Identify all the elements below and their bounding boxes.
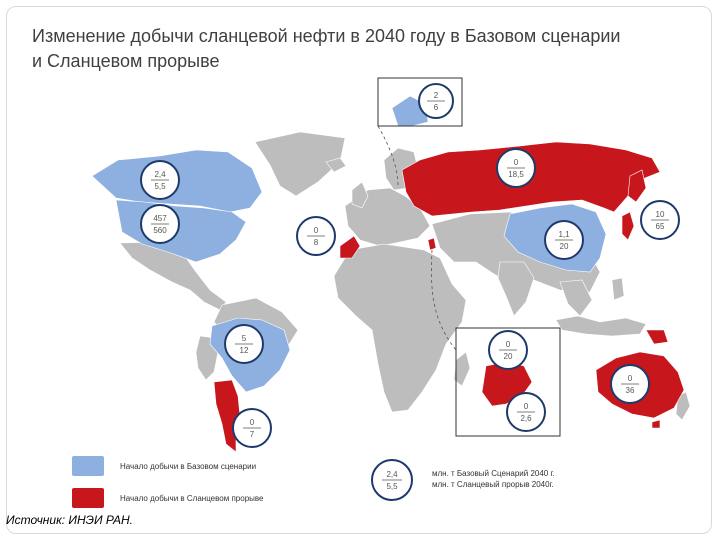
legend-example-bottom: 5,5	[386, 482, 398, 491]
uk	[351, 181, 369, 209]
value-circle-australia: 036	[610, 364, 650, 404]
source-note: Источник: ИНЭИ РАН.	[6, 513, 133, 527]
europe	[344, 187, 431, 247]
value-circle-canada: 2,45,5	[140, 160, 180, 200]
value-breakthrough: 5,5	[154, 182, 166, 191]
value-breakthrough: 560	[153, 226, 167, 235]
value-circle-russia: 018,5	[496, 148, 536, 188]
legend-unit-line-2: млн. т Сланцевый прорыв 2040г.	[432, 480, 554, 489]
value-circle-brazil: 512	[224, 324, 264, 364]
value-circle-south-africa-small: 02,6	[506, 392, 546, 432]
value-base: 0	[628, 374, 633, 383]
region-egypt-israel	[427, 237, 437, 251]
value-breakthrough: 65	[656, 222, 665, 231]
region-japan	[621, 211, 635, 241]
madagascar	[453, 351, 471, 387]
value-base: 1,1	[558, 230, 570, 239]
africa	[333, 243, 467, 413]
value-breakthrough: 20	[560, 242, 569, 251]
south-africa-connector	[431, 249, 457, 351]
value-circle-argentina: 07	[232, 408, 272, 448]
legend-base-swatch	[72, 456, 104, 476]
title-line-1: Изменение добычи сланцевой нефти в 2040 …	[32, 26, 621, 46]
region-tasmania	[651, 419, 661, 429]
value-base: 0	[250, 418, 255, 427]
value-circle-china: 1,120	[544, 220, 584, 260]
slide-title: Изменение добычи сланцевой нефти в 2040 …	[32, 24, 672, 74]
title-line-2: и Сланцевом прорыве	[32, 51, 220, 71]
region-kamchatka	[627, 169, 647, 203]
value-breakthrough: 6	[434, 103, 439, 112]
value-breakthrough: 36	[626, 386, 635, 395]
value-base: 10	[656, 210, 665, 219]
value-base: 457	[153, 214, 167, 223]
legend-example-top: 2,4	[386, 470, 398, 479]
value-breakthrough: 8	[314, 238, 319, 247]
value-circle-morocco: 08	[296, 216, 336, 256]
new-zealand	[675, 391, 691, 421]
region-papua	[645, 329, 669, 345]
value-breakthrough: 2,6	[520, 414, 532, 423]
value-circle-south-africa: 020	[488, 330, 528, 370]
legend-breakthrough-label: Начало добычи в Сланцевом прорыве	[120, 494, 264, 503]
legend-unit-line-1: млн. т Базовый Сценарий 2040 г.	[432, 469, 555, 478]
greenland	[254, 131, 346, 197]
legend-base-label: Начало добычи в Базовом сценарии	[120, 462, 256, 471]
value-breakthrough: 12	[240, 346, 249, 355]
alaska-callout-box	[377, 77, 463, 127]
value-base: 0	[524, 402, 529, 411]
value-breakthrough: 20	[504, 352, 513, 361]
iceland	[325, 157, 347, 173]
legend: Начало добычи в Базовом сценарии Начало …	[72, 456, 555, 508]
philippines	[611, 277, 625, 301]
region-morocco	[339, 235, 361, 259]
legend-breakthrough-swatch	[72, 488, 104, 508]
value-base: 5	[242, 334, 247, 343]
value-base: 0	[506, 340, 511, 349]
indonesia	[555, 315, 647, 337]
value-base: 2,4	[154, 170, 166, 179]
southeast-asia	[559, 279, 593, 317]
alaska-connector	[377, 125, 399, 187]
value-breakthrough: 18,5	[508, 170, 524, 179]
india	[497, 261, 535, 317]
value-circles: 262,45,5457560018,51065081,1205120702002…	[140, 83, 680, 448]
value-circle-alaska: 26	[418, 83, 454, 119]
value-base: 2	[434, 91, 439, 100]
callout-boxes	[377, 77, 561, 437]
south-africa-callout-box	[455, 327, 561, 437]
value-breakthrough: 7	[250, 430, 255, 439]
value-base: 0	[514, 158, 519, 167]
value-base: 0	[314, 226, 319, 235]
